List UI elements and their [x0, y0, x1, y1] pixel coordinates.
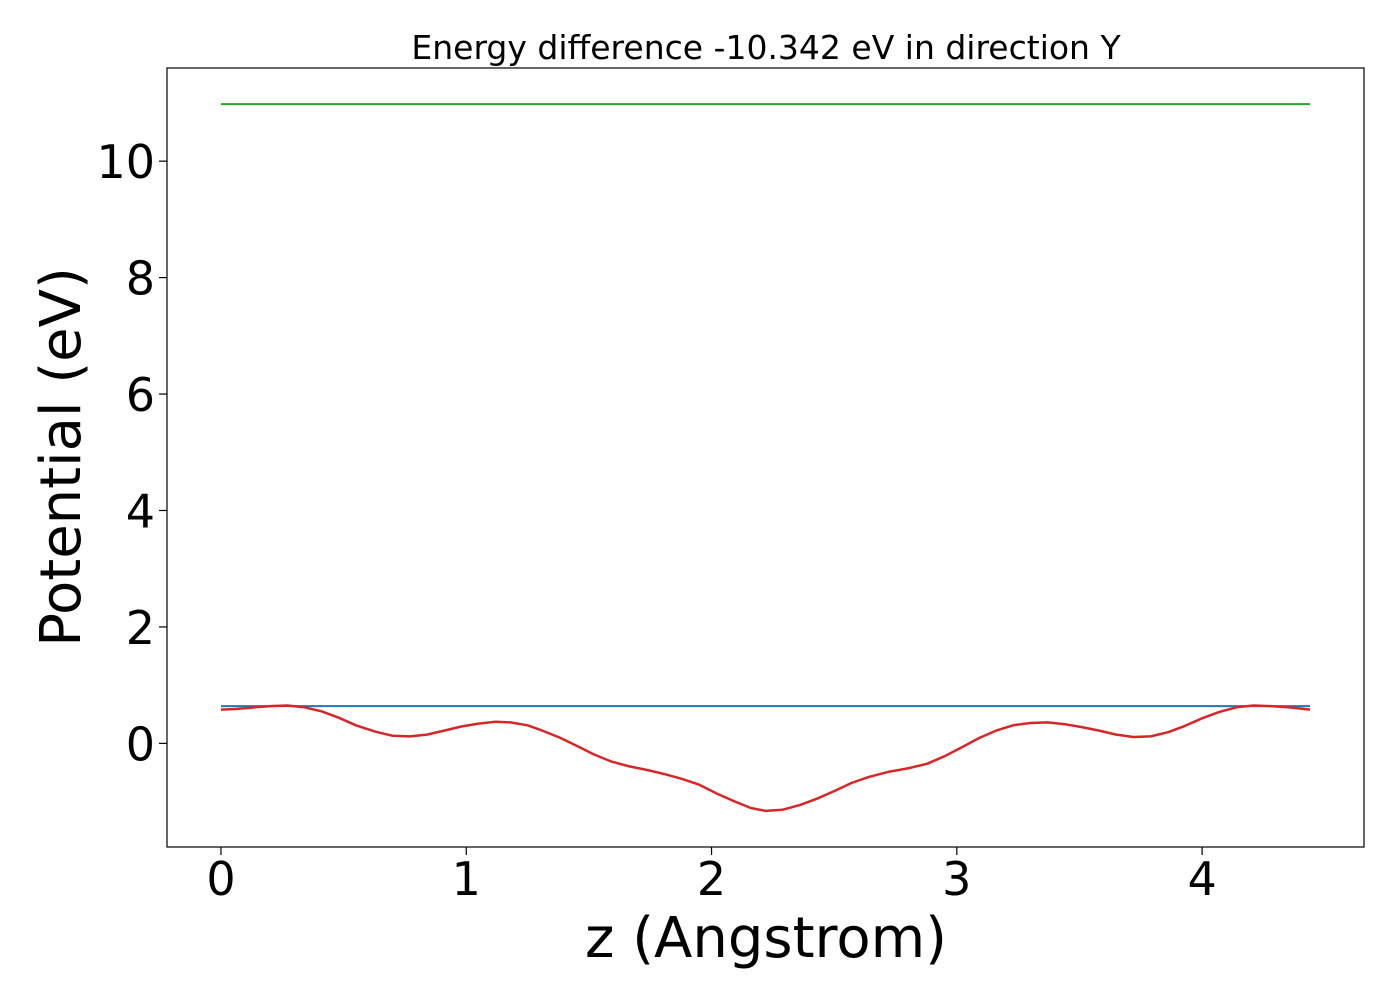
x-tick-label: 4	[1187, 852, 1216, 906]
plot-frame	[166, 67, 1365, 848]
y-tick-label: 2	[126, 601, 155, 655]
x-axis-label: z (Angstrom)	[585, 906, 947, 971]
y-axis-label: Potential (eV)	[29, 267, 94, 647]
x-tick-label: 2	[697, 852, 726, 906]
y-tick-label: 6	[126, 368, 155, 422]
x-tick-label: 0	[206, 852, 235, 906]
plot-area: 0 1 2 3 4 0 2 4 6 8 10	[96, 67, 1365, 906]
y-tick-label: 4	[126, 484, 155, 538]
y-tick-label: 10	[96, 135, 155, 189]
y-tick-label: 8	[126, 252, 155, 306]
y-tick-label: 0	[126, 717, 155, 771]
x-tick-label: 3	[942, 852, 971, 906]
x-tick-label: 1	[452, 852, 481, 906]
series-line-3	[220, 704, 1311, 813]
chart-title: Energy difference -10.342 eV in directio…	[411, 28, 1121, 67]
